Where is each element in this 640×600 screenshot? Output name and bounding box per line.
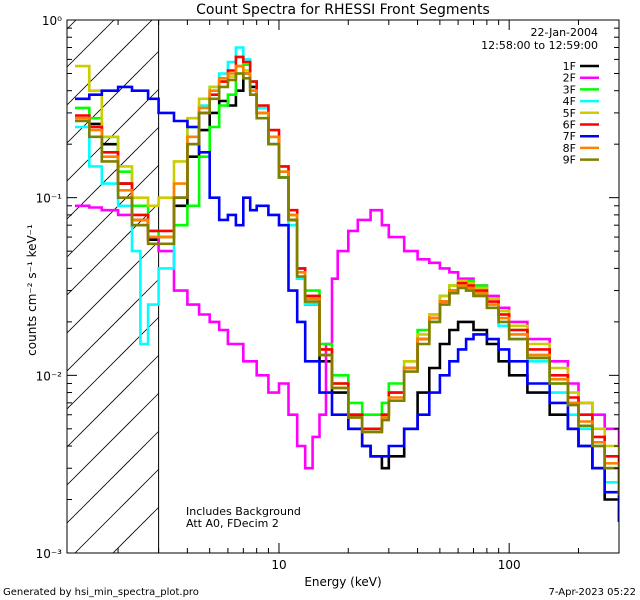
x-tick-label: 10 xyxy=(271,558,286,572)
time-range-label: 12:58:00 to 12:59:00 xyxy=(481,39,598,52)
footer-date: 7-Apr-2023 05:22 xyxy=(549,587,636,598)
legend-label-4F: 4F xyxy=(563,95,576,108)
hatch-line xyxy=(67,89,159,182)
hatch-line xyxy=(67,20,153,106)
series-line-1F xyxy=(75,72,619,522)
legend-label-2F: 2F xyxy=(563,72,576,85)
y-tick-label: 10⁻² xyxy=(36,369,63,383)
chart-title: Count Spectra for RHESSI Front Segments xyxy=(196,2,490,18)
axis-tick-labels: 10 100 10⁰ 10⁻¹ 10⁻² 10⁻³ xyxy=(36,14,521,572)
hatch-line xyxy=(67,317,159,410)
annotation-background: Includes Background xyxy=(186,505,301,518)
annotation-attenuator: Att A0, FDecim 2 xyxy=(186,517,279,530)
x-tick-label: 100 xyxy=(498,558,521,572)
hatch-line xyxy=(67,20,115,68)
legend-label-8F: 8F xyxy=(563,142,576,155)
hatch-line xyxy=(67,355,159,448)
legend-label-9F: 9F xyxy=(563,154,576,167)
hatch-line xyxy=(67,20,77,30)
hatch-line xyxy=(67,127,159,220)
hatch-line xyxy=(67,203,159,296)
series-group xyxy=(75,46,619,522)
legend-label-1F: 1F xyxy=(563,60,576,73)
x-axis-label: Energy (keV) xyxy=(304,575,381,589)
hatch-line xyxy=(67,241,159,334)
y-tick-label: 10⁻³ xyxy=(36,547,63,561)
hatch-line xyxy=(74,469,159,553)
date-label: 22-Jan-2004 xyxy=(531,26,599,39)
series-line-4F xyxy=(75,46,619,508)
legend-label-6F: 6F xyxy=(563,119,576,132)
series-line-2F xyxy=(75,204,619,470)
series-line-7F xyxy=(75,85,619,522)
legend-label-5F: 5F xyxy=(563,107,576,120)
y-tick-label: 10⁰ xyxy=(42,14,62,28)
hatch-line xyxy=(67,279,159,372)
plot-frame xyxy=(66,19,620,554)
y-tick-label: 10⁻¹ xyxy=(36,192,63,206)
axis-ticks xyxy=(67,19,620,554)
hatch-line xyxy=(67,393,159,486)
legend-label-7F: 7F xyxy=(563,130,576,143)
legend-label-3F: 3F xyxy=(563,83,576,96)
hatch-line xyxy=(67,431,159,524)
series-line-9F xyxy=(75,72,619,496)
y-axis-label: counts cm⁻² s⁻¹ keV⁻¹ xyxy=(25,224,39,356)
footer-generated-by: Generated by hsi_min_spectra_plot.pro xyxy=(3,587,199,598)
hatch-line xyxy=(112,507,159,553)
